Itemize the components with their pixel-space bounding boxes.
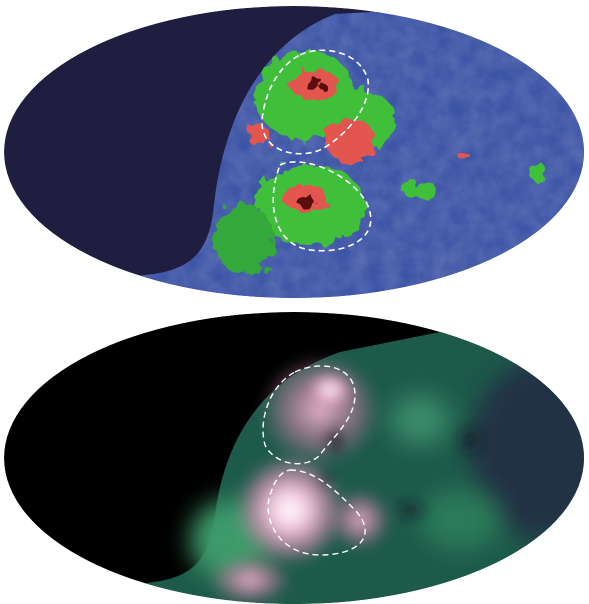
bottom-outlines — [262, 365, 366, 556]
top-outlines — [261, 49, 372, 252]
top-map — [4, 6, 584, 298]
bottom-map — [4, 312, 584, 604]
